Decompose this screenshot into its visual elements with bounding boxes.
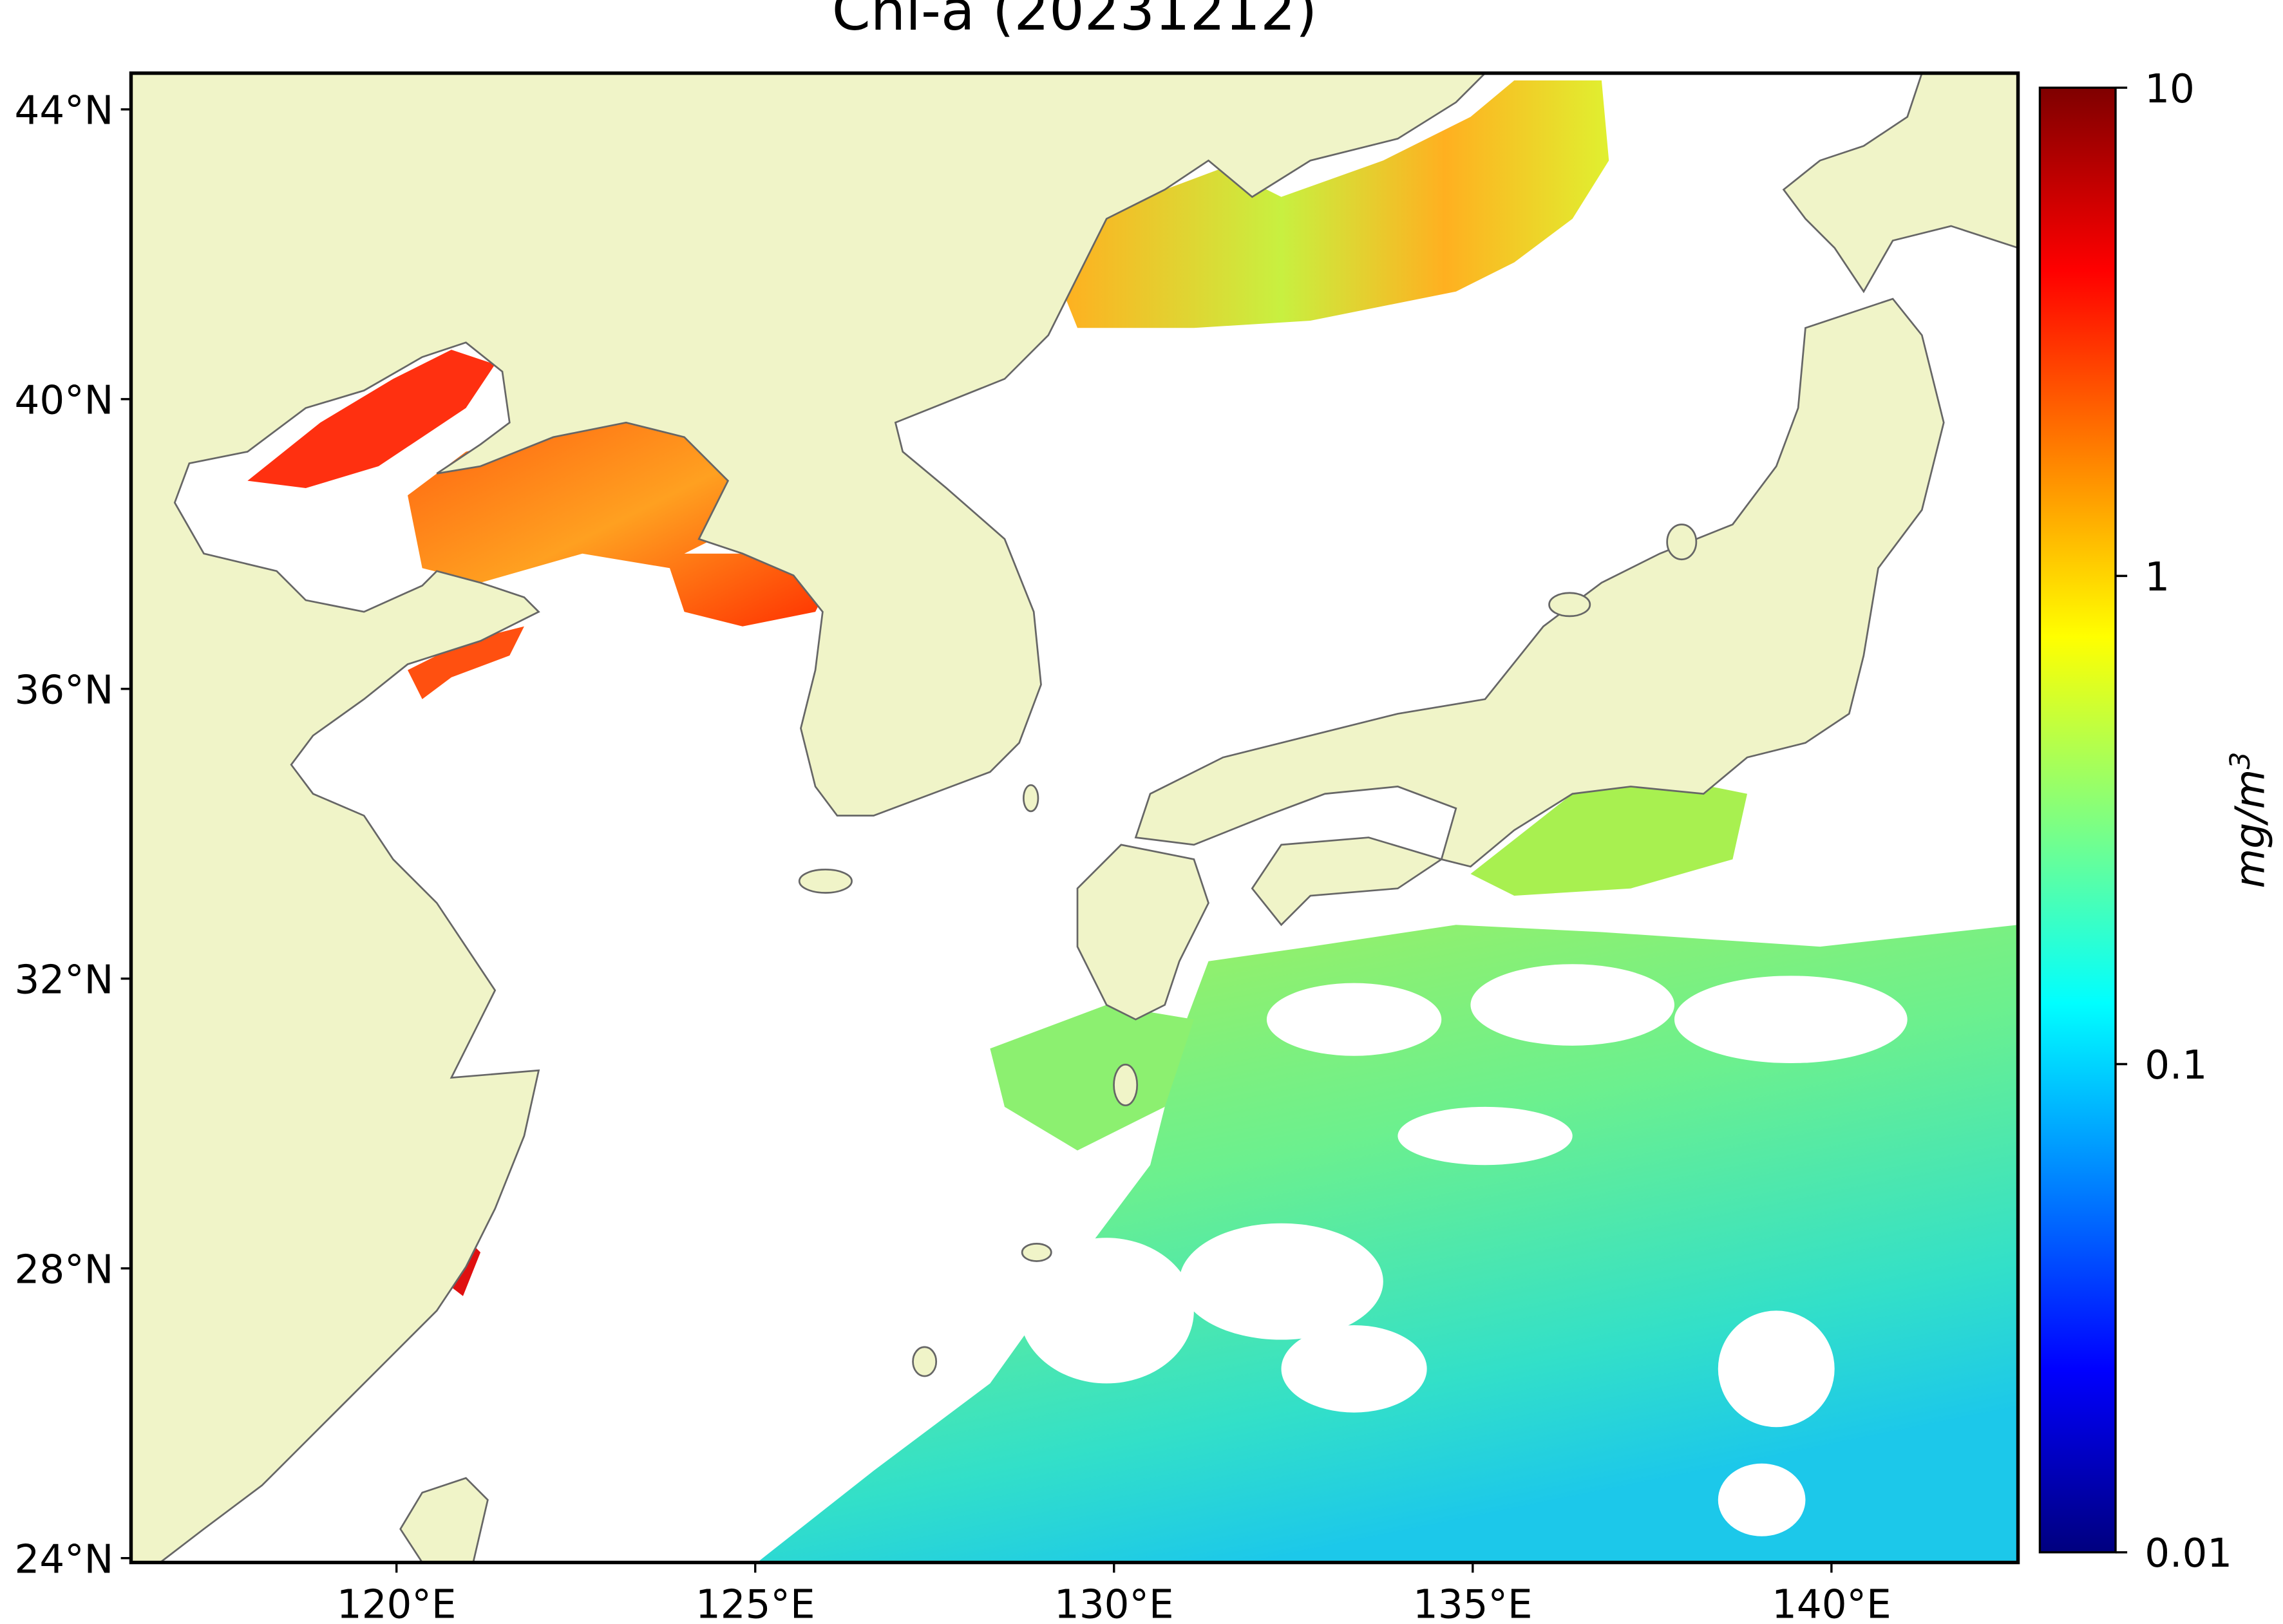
chl-field-shandong — [408, 626, 524, 699]
land — [131, 73, 2018, 1563]
title: Chl-a (20231212) — [832, 0, 1318, 43]
map-frame — [129, 71, 2020, 1565]
colorbar-label-text: mg/m — [2226, 770, 2274, 889]
chl-field-bohai — [247, 350, 495, 488]
colorbar-tick-label: 0.01 — [2145, 1531, 2232, 1576]
colorbar-label: mg/m3 — [2224, 751, 2274, 888]
chl-field-honshu-south — [1470, 779, 1748, 896]
y-tick-label: 32°N — [15, 957, 114, 1003]
chl-field-east-china-sea — [990, 1005, 1194, 1151]
x-tick-label: 130°E — [1054, 1582, 1174, 1624]
chl-field-yellow-sea — [408, 415, 830, 627]
colorbar — [2040, 88, 2116, 1553]
x-tick-label: 140°E — [1772, 1582, 1891, 1624]
x-tick-label: 135°E — [1413, 1582, 1533, 1624]
y-tick-label: 24°N — [15, 1536, 114, 1582]
colorbar-tick-label: 10 — [2145, 66, 2195, 112]
y-tick-label: 44°N — [15, 88, 114, 133]
colorbar-tick-label: 1 — [2145, 554, 2170, 600]
chl-field-pacific — [757, 925, 2018, 1563]
colorbar-label-superscript: 3 — [2224, 751, 2257, 769]
x-tick-label: 120°E — [337, 1582, 457, 1624]
y-tick-label: 28°N — [15, 1247, 114, 1292]
y-tick-label: 36°N — [15, 667, 114, 713]
colorbar-tick-label: 0.1 — [2145, 1043, 2207, 1088]
y-tick-label: 40°N — [15, 377, 114, 423]
x-tick-label: 125°E — [696, 1582, 815, 1624]
colorbar-frame — [2038, 86, 2117, 1554]
map-area — [131, 73, 2018, 1563]
chl-field-japan-sea — [1063, 80, 1609, 328]
cloud-gaps — [1019, 964, 1908, 1536]
